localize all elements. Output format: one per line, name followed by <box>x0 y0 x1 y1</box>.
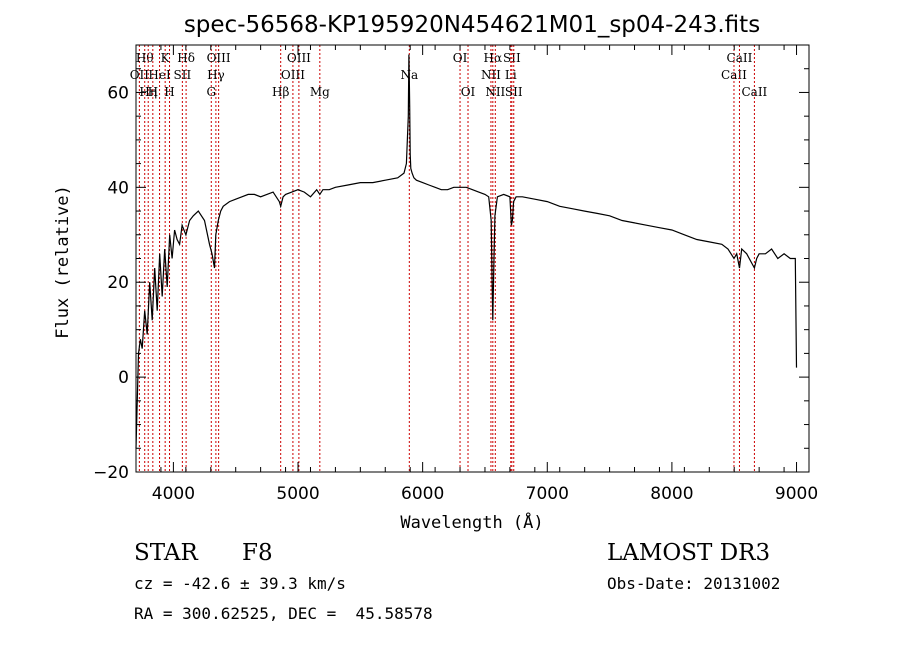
spectral-line-label: Hδ <box>177 51 195 65</box>
x-tick-label: 5000 <box>276 484 319 504</box>
spectral-line-label: CaII <box>727 51 753 65</box>
spectral-line-label: G <box>206 85 216 99</box>
obs-date-text: Obs-Date: 20131002 <box>607 574 781 593</box>
spectral-line-label: OIII <box>287 51 311 65</box>
spectral-subclass: F8 <box>242 540 273 566</box>
y-tick-label: 0 <box>118 368 129 388</box>
y-tick-label: 60 <box>107 83 129 103</box>
spectral-line-label: SII <box>174 68 192 82</box>
spectral-line-label: OIII <box>207 51 231 65</box>
y-axis-label: Flux (relative) <box>53 185 73 339</box>
x-tick-label: 6000 <box>401 484 444 504</box>
spectral-line-label: Hα <box>484 51 503 65</box>
coordinates-text: RA = 300.62525, DEC = 45.58578 <box>134 604 433 623</box>
spectral-line-label: Hθ <box>136 51 154 65</box>
spectral-line-label: OI <box>461 85 476 99</box>
spectral-line-label: OIII <box>281 68 305 82</box>
x-tick-label: 9000 <box>775 484 818 504</box>
y-axis-ticks: −20 0 20 40 60 <box>93 44 809 483</box>
spectral-line-label: NII <box>481 68 501 82</box>
spectral-line-label: Hγ <box>207 68 225 82</box>
x-tick-label: 7000 <box>526 484 569 504</box>
y-tick-label: −20 <box>93 463 129 483</box>
x-tick-label: 4000 <box>152 484 195 504</box>
y-tick-label: 40 <box>107 178 129 198</box>
redshift-text: cz = -42.6 ± 39.3 km/s <box>134 574 346 593</box>
spectral-line-label: K <box>161 51 171 65</box>
spectral-line-label: Mg <box>310 85 330 99</box>
spectral-line-label: Hη <box>139 85 157 99</box>
spectral-line-label: H <box>164 85 174 99</box>
spectral-line-label: HeI <box>148 68 171 82</box>
plot-frame <box>135 44 810 473</box>
spectral-line-label: SII <box>505 85 523 99</box>
spectral-line-label: CaII <box>741 85 767 99</box>
x-axis-label: Wavelength (Å) <box>400 511 543 533</box>
spectrum-line <box>135 54 798 449</box>
spectral-line-label: H <box>148 85 158 99</box>
y-tick-label: 20 <box>107 273 129 293</box>
spectral-line-label: Li <box>505 68 517 82</box>
x-tick-label: 8000 <box>650 484 693 504</box>
spectral-line-label: CaII <box>721 68 747 82</box>
spectral-line-label: Hβ <box>272 85 289 99</box>
spectral-line-label: NII <box>485 85 505 99</box>
chart-title: spec-56568-KP195920N454621M01_sp04-243.f… <box>184 12 760 38</box>
spectral-line-markers: OIIHθHηHHeIKHSIIHδGHγOIIIHβOIIIOIIIMgNaO… <box>130 45 768 472</box>
spectral-line-label: SII <box>503 51 521 65</box>
spectral-line-label: OII <box>130 68 150 82</box>
x-axis-ticks: 4000 5000 6000 7000 8000 9000 <box>135 45 818 504</box>
object-class: STAR <box>134 540 198 566</box>
survey-name: LAMOST DR3 <box>607 540 771 566</box>
spectral-line-label: OI <box>453 51 468 65</box>
